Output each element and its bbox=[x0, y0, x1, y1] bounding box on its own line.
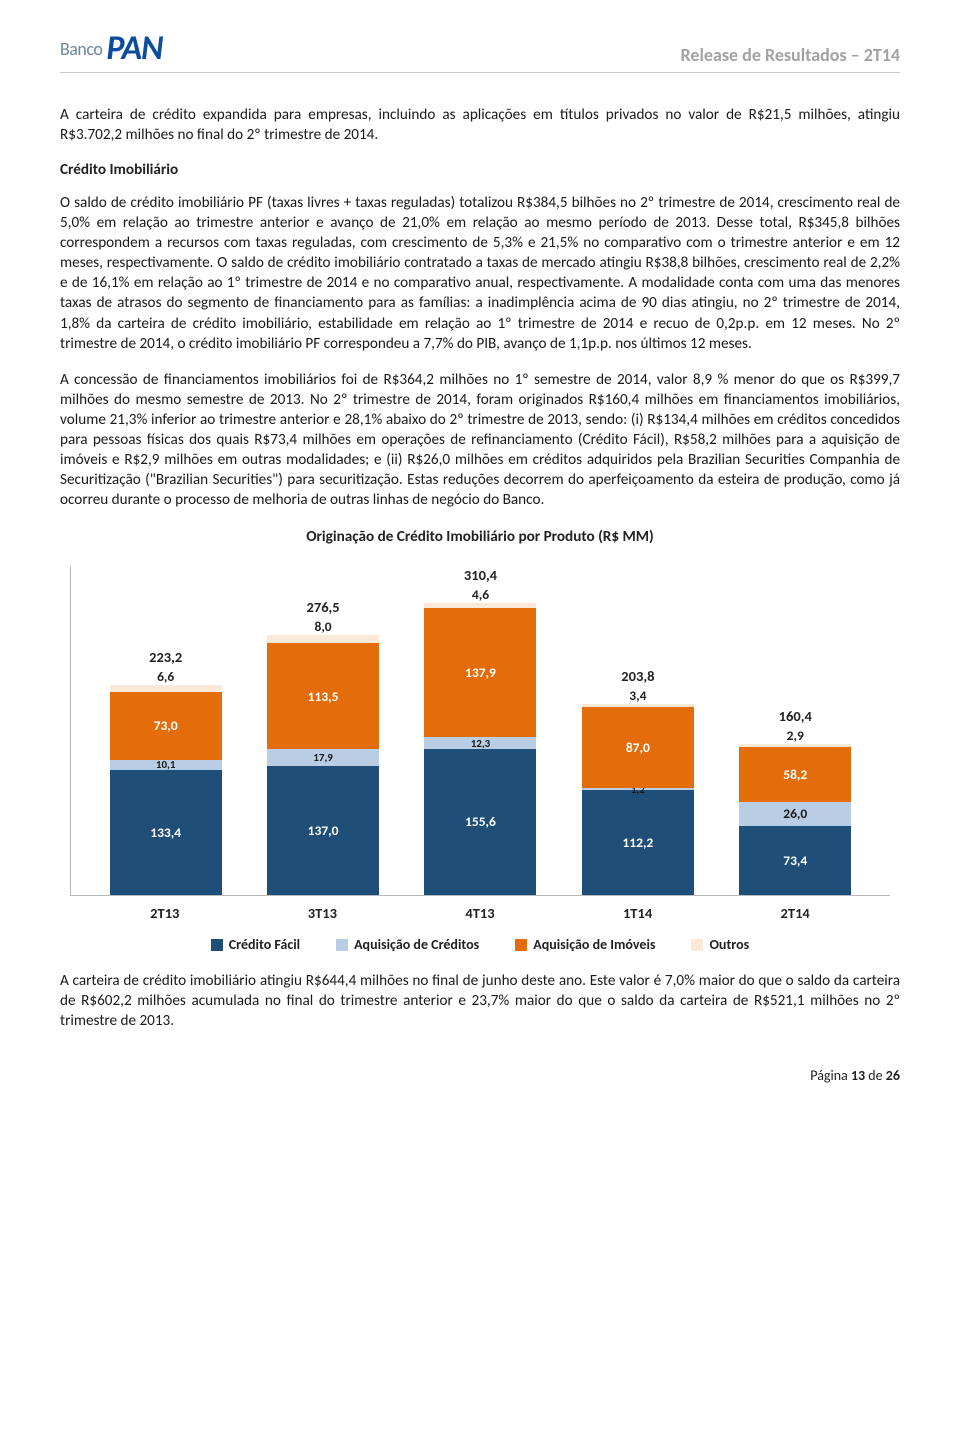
bar-total-label: 310,4 bbox=[464, 566, 497, 584]
paragraph-credito-2: A concessão de financiamentos imobiliári… bbox=[60, 370, 900, 510]
bar-segment-value: 17,9 bbox=[313, 751, 333, 764]
legend-label: Aquisição de Imóveis bbox=[533, 936, 655, 953]
bar-total-label: 223,2 bbox=[149, 648, 182, 666]
bar-segment-value: 12,3 bbox=[471, 737, 491, 750]
bar-segment-outros bbox=[582, 704, 694, 707]
legend-label: Crédito Fácil bbox=[229, 936, 300, 953]
footer-prefix: Página bbox=[810, 1067, 851, 1084]
bar-segment-aquisicao: 10,1 bbox=[110, 760, 222, 769]
footer-total: 26 bbox=[886, 1067, 900, 1084]
legend-swatch bbox=[336, 939, 348, 951]
x-axis-label: 2T13 bbox=[94, 904, 236, 922]
bar-segment-value: 58,2 bbox=[783, 766, 807, 783]
page-header: Banco PAN Release de Resultados – 2T14 bbox=[60, 32, 900, 73]
legend-label: Outros bbox=[709, 936, 749, 953]
paragraph-intro: A carteira de crédito expandida para emp… bbox=[60, 105, 900, 145]
bar-outros-value: 8,0 bbox=[314, 618, 331, 635]
bar-column: 276,5 8,0 137,0 17,9 113,5 bbox=[252, 598, 394, 895]
bar-segment-value: 26,0 bbox=[783, 805, 807, 822]
bar-stack: 73,4 26,0 58,2 bbox=[739, 744, 851, 895]
legend-item-imoveis: Aquisição de Imóveis bbox=[515, 936, 655, 953]
bar-segment-value: 137,0 bbox=[308, 822, 339, 839]
bar-segment-value: 87,0 bbox=[626, 739, 650, 756]
logo: Banco PAN bbox=[60, 32, 162, 66]
bar-total-label: 160,4 bbox=[779, 707, 812, 725]
logo-pan-text: PAN bbox=[106, 32, 162, 66]
legend-item-outros: Outros bbox=[691, 936, 749, 953]
bar-segment-facil: 137,0 bbox=[267, 766, 379, 895]
bar-segment-value: 113,5 bbox=[308, 688, 339, 705]
bar-segment-outros bbox=[267, 635, 379, 643]
bar-segment-value: 137,9 bbox=[465, 664, 496, 681]
legend-label: Aquisição de Créditos bbox=[354, 936, 479, 953]
paragraph-carteira: A carteira de crédito imobiliário atingi… bbox=[60, 971, 900, 1031]
bar-stack: 133,4 10,1 73,0 bbox=[110, 685, 222, 895]
bar-outros-value: 6,6 bbox=[157, 668, 174, 685]
bar-column: 310,4 4,6 155,6 12,3 137,9 bbox=[410, 566, 552, 895]
bar-segment-aquisicao: 12,3 bbox=[424, 737, 536, 749]
bar-segment-value: 73,4 bbox=[783, 852, 807, 869]
bar-outros-value: 4,6 bbox=[472, 586, 489, 603]
bar-column: 160,4 2,9 73,4 26,0 58,2 bbox=[724, 707, 866, 895]
legend-swatch bbox=[211, 939, 223, 951]
bar-segment-value: 10,1 bbox=[156, 758, 176, 771]
bar-outros-value: 2,9 bbox=[787, 727, 804, 744]
bar-outros-value: 3,4 bbox=[629, 687, 646, 704]
chart-legend: Crédito Fácil Aquisição de Créditos Aquisi… bbox=[70, 936, 890, 953]
chart-x-axis: 2T13 3T13 4T13 1T14 2T14 bbox=[70, 896, 890, 922]
bar-segment-aquisicao: 17,9 bbox=[267, 749, 379, 766]
legend-item-aquisicao: Aquisição de Créditos bbox=[336, 936, 479, 953]
bar-stack: 155,6 12,3 137,9 bbox=[424, 603, 536, 895]
bar-segment-value: 73,0 bbox=[154, 717, 178, 734]
bar-segment-aquisicao: 1,2 bbox=[582, 788, 694, 789]
footer-of: de bbox=[865, 1067, 886, 1084]
x-axis-label: 4T13 bbox=[409, 904, 551, 922]
bar-total-label: 276,5 bbox=[307, 598, 340, 616]
x-axis-label: 1T14 bbox=[567, 904, 709, 922]
bar-segment-outros bbox=[110, 685, 222, 691]
bar-segment-value: 133,4 bbox=[150, 824, 181, 841]
x-axis-label: 2T14 bbox=[724, 904, 866, 922]
bar-segment-imoveis: 137,9 bbox=[424, 608, 536, 738]
bar-segment-facil: 73,4 bbox=[739, 826, 851, 895]
section-title-credito-imobiliario: Crédito Imobiliário bbox=[60, 161, 900, 179]
bar-column: 223,2 6,6 133,4 10,1 73,0 bbox=[95, 648, 237, 895]
bar-segment-imoveis: 73,0 bbox=[110, 692, 222, 761]
bar-segment-imoveis: 58,2 bbox=[739, 747, 851, 802]
bar-segment-facil: 133,4 bbox=[110, 770, 222, 895]
footer-page-num: 13 bbox=[851, 1067, 865, 1084]
legend-item-facil: Crédito Fácil bbox=[211, 936, 300, 953]
chart-title: Originação de Crédito Imobiliário por Pr… bbox=[60, 528, 900, 546]
paragraph-credito-1: O saldo de crédito imobiliário PF (taxas… bbox=[60, 193, 900, 354]
bar-total-label: 203,8 bbox=[621, 667, 654, 685]
chart-plot-area: 223,2 6,6 133,4 10,1 73,0 276,5 8,0 137,0 17,9 11… bbox=[70, 566, 890, 896]
bar-segment-value: 155,6 bbox=[465, 813, 496, 830]
bar-segment-imoveis: 113,5 bbox=[267, 643, 379, 750]
page-footer: Página 13 de 26 bbox=[60, 1067, 900, 1084]
bar-segment-outros bbox=[739, 744, 851, 747]
bar-segment-imoveis: 87,0 bbox=[582, 707, 694, 789]
bar-segment-aquisicao: 26,0 bbox=[739, 802, 851, 826]
bar-segment-facil: 112,2 bbox=[582, 790, 694, 895]
bar-stack: 112,2 1,2 87,0 bbox=[582, 704, 694, 896]
legend-swatch bbox=[691, 939, 703, 951]
bar-column: 203,8 3,4 112,2 1,2 87,0 bbox=[567, 667, 709, 896]
chart-container: 223,2 6,6 133,4 10,1 73,0 276,5 8,0 137,0 17,9 11… bbox=[70, 566, 890, 953]
bar-segment-value: 112,2 bbox=[622, 834, 653, 851]
logo-banco-text: Banco bbox=[60, 38, 102, 60]
bar-segment-facil: 155,6 bbox=[424, 749, 536, 895]
legend-swatch bbox=[515, 939, 527, 951]
bar-segment-outros bbox=[424, 603, 536, 607]
bar-stack: 137,0 17,9 113,5 bbox=[267, 635, 379, 895]
release-title: Release de Resultados – 2T14 bbox=[681, 44, 900, 66]
x-axis-label: 3T13 bbox=[251, 904, 393, 922]
